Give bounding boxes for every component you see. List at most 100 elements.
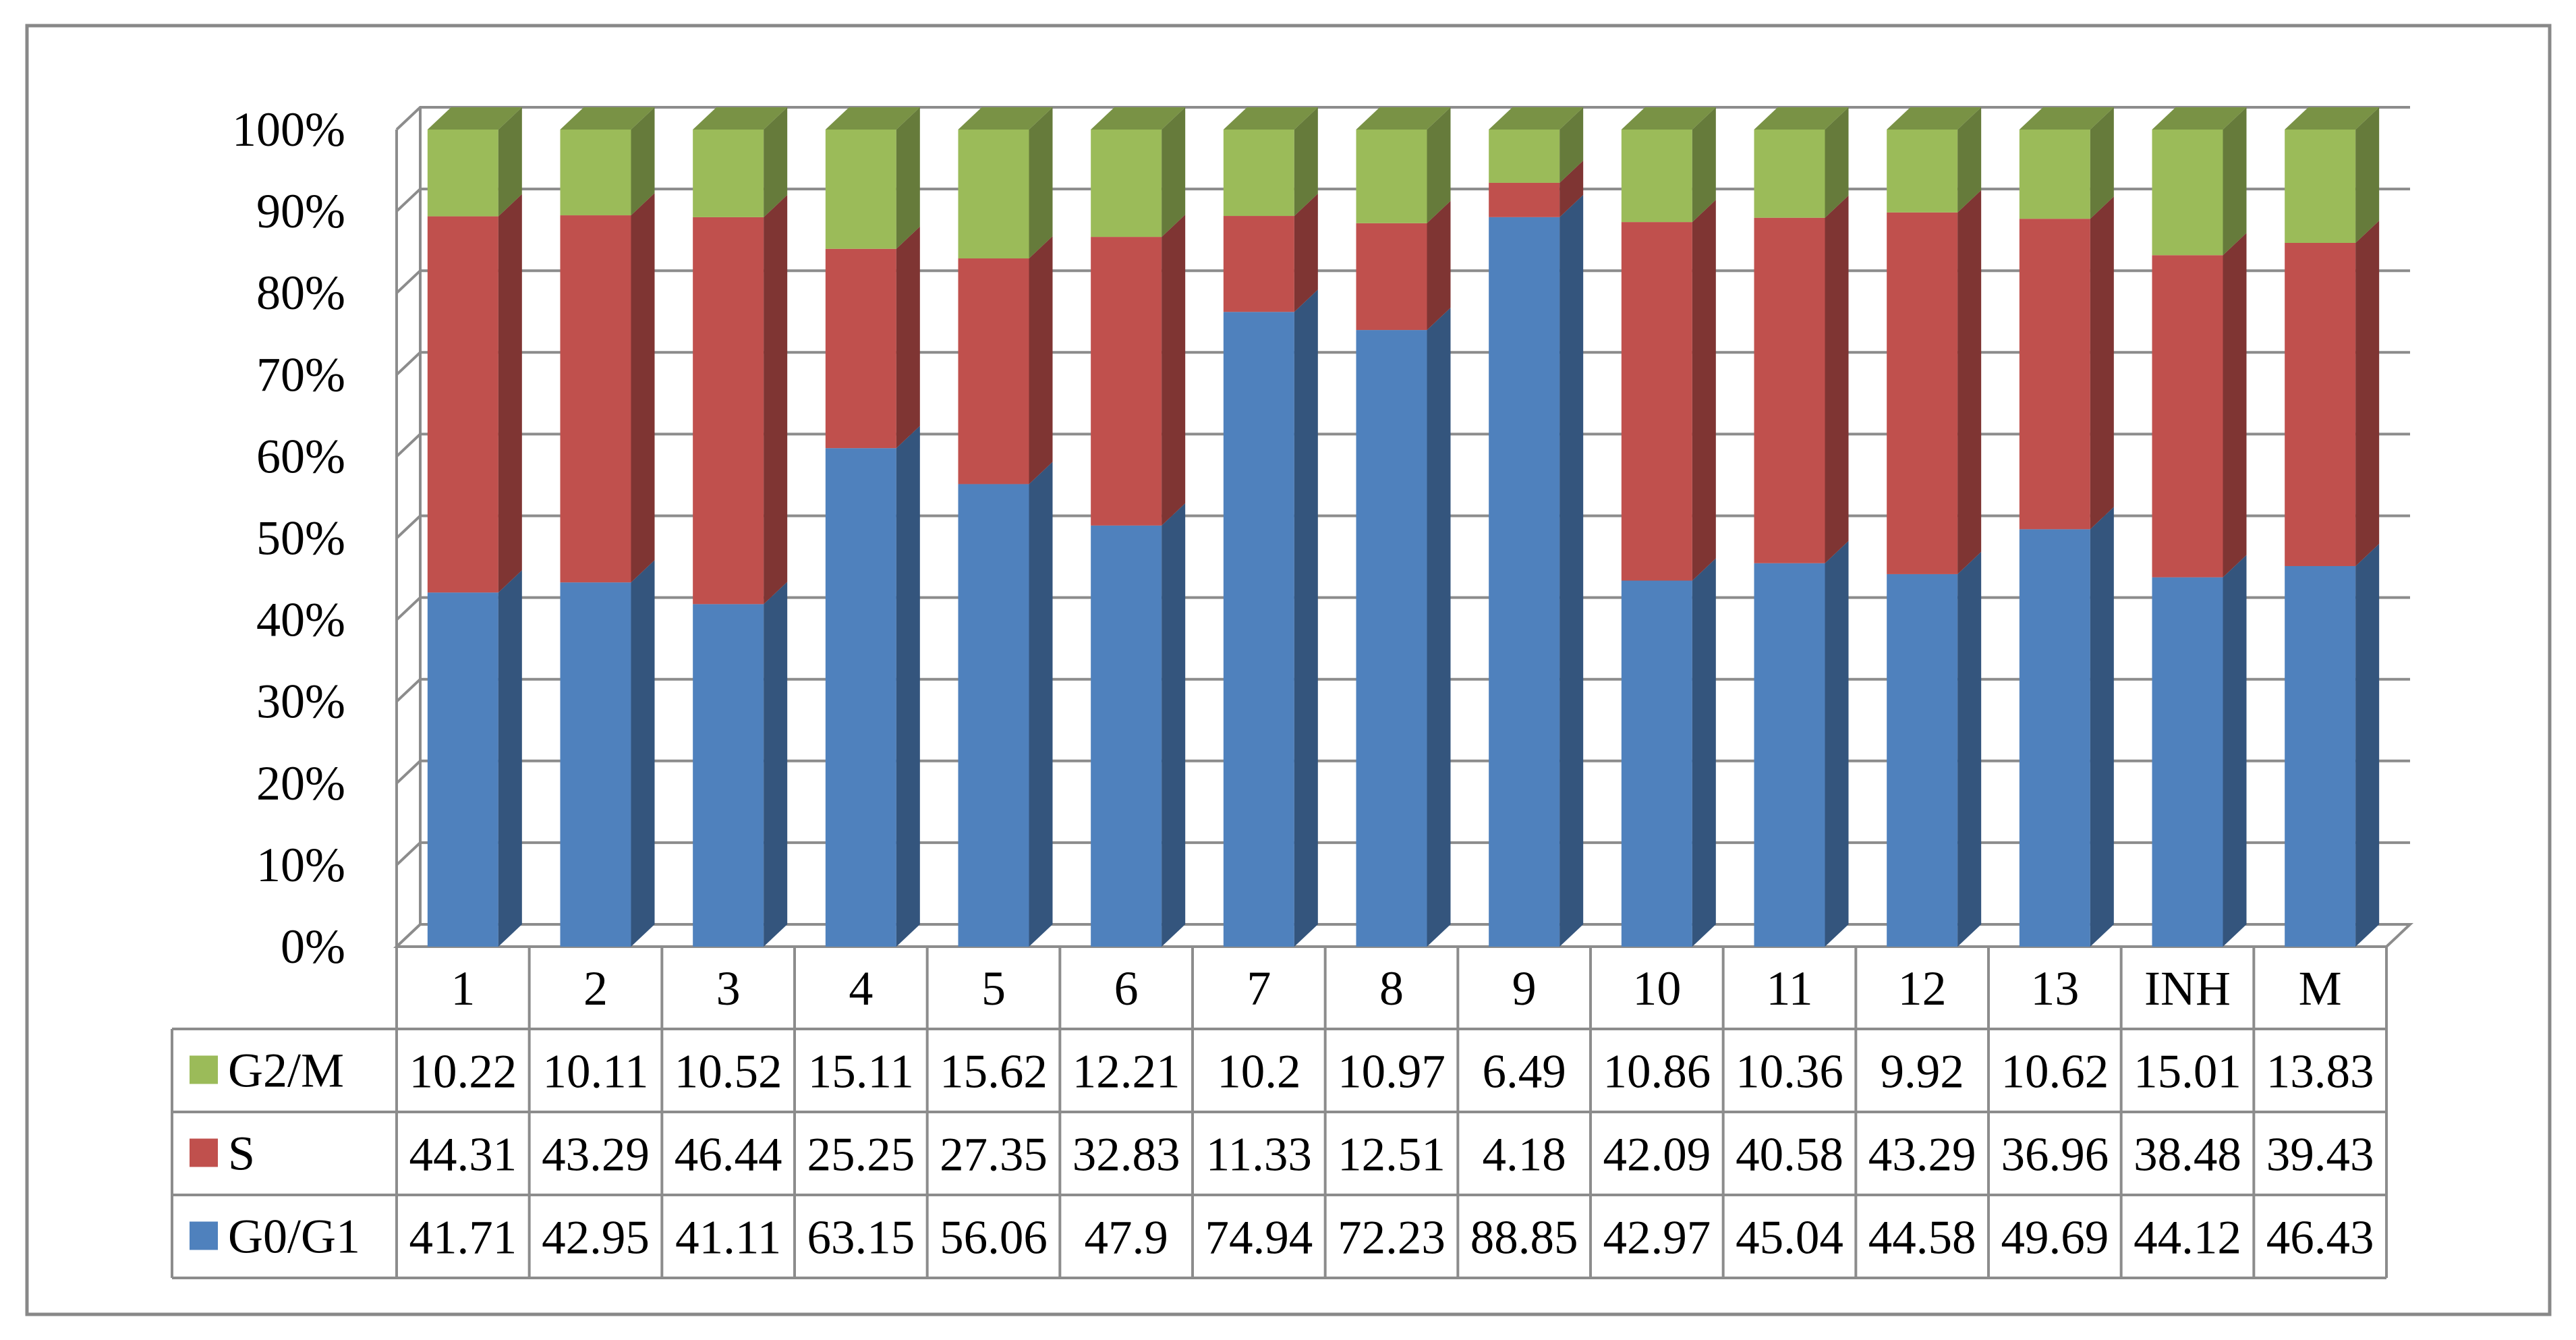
y-tick-label: 10% [256,838,345,892]
bar-g0-g1-5 [958,462,1053,947]
table-row-g0-g1: G0/G1 41.71 42.95 41.11 63.15 56.06 47.9 74.94 7… [190,1210,2374,1264]
table-cell-value: 43.29 [1868,1129,1976,1181]
bar-g0-g1-11 [1754,540,1849,947]
table-cell-value: 41.11 [675,1212,781,1264]
bar-front [1223,130,1294,217]
y-tick-label: 40% [256,593,345,647]
bar-side [896,107,920,249]
bar-g0-g1-m [2285,543,2380,947]
bar-g2-m-2 [560,107,655,216]
table-cell-value: 44.12 [2134,1212,2241,1264]
legend-key-g0-g1 [190,1221,218,1250]
bar-front [1223,312,1294,947]
bar-side [764,194,788,605]
bar-top [1356,107,1451,130]
bar-front [693,604,764,947]
table-cell-value: 40.58 [1736,1129,1843,1181]
y-tick-label: 80% [256,266,345,320]
table-cell-value: 10.52 [675,1046,782,1098]
bar-side [764,107,788,217]
bar-side [631,560,655,947]
category-label: 12 [1898,961,1947,1015]
table-cell-value: 63.15 [807,1212,915,1264]
bar-front [1621,130,1692,223]
bar-top [560,107,655,130]
category-label: 11 [1766,961,1812,1015]
bar-front [1223,216,1294,312]
bar-front [958,258,1029,484]
bar-front [2152,255,2223,578]
bar-top [1091,107,1186,130]
y-tick-label: 90% [256,184,345,238]
bar-top [1621,107,1716,130]
bar-g2-m-1 [427,107,522,217]
category-label: 13 [2030,961,2079,1015]
category-label: 10 [1632,961,1681,1015]
category-label: M [2299,961,2342,1015]
bar-top [427,107,522,130]
table-cell-value: 88.85 [1470,1212,1578,1264]
bar-top [1223,107,1318,130]
y-tick-label: 70% [256,347,345,401]
bar-side [1559,107,1584,183]
bar-g2-m-7 [1223,107,1318,217]
bar-front [958,484,1029,947]
bar-s-inh [2152,233,2247,578]
bar-g0-g1-3 [693,582,788,947]
bar-side [1427,200,1451,331]
category-label: 9 [1512,961,1537,1015]
table-cell-value: 10.62 [2001,1046,2109,1098]
table-cell-value: 46.43 [2266,1212,2374,1264]
bar-side [1559,194,1584,947]
bar-front [825,130,896,249]
bar-side [1692,107,1716,223]
table-cell-value: 42.97 [1603,1212,1711,1264]
bar-side [631,107,655,216]
y-tick-label: 100% [232,103,345,157]
bar-g0-g1-13 [2019,507,2114,947]
bar-s-4 [825,226,920,449]
table-cell-value: 41.71 [409,1212,517,1264]
bar-front [1754,217,1825,563]
table-cell-value: 56.06 [940,1212,1048,1264]
bar-side [498,194,522,593]
bar-top [825,107,920,130]
bar-g0-g1-12 [1887,551,1982,947]
bar-side [2355,221,2380,566]
bar-g2-m-m [2285,107,2380,244]
table-cell-value: 11.33 [1206,1129,1312,1181]
bar-g0-g1-inh [2152,555,2247,947]
table-cell-value: 10.2 [1217,1046,1300,1098]
bar-g2-m-5 [958,107,1053,259]
bar-side [2355,543,2380,947]
bar-side [1427,107,1451,223]
bar-g2-m-6 [1091,107,1186,238]
bar-s-10 [1621,200,1716,581]
table-cell-value: 15.62 [940,1046,1048,1098]
table-cell-value: 10.86 [1603,1046,1711,1098]
table-cell-value: 9.92 [1881,1046,1964,1098]
bar-front [560,582,631,947]
bar-front [1887,212,1958,574]
bar-top [2019,107,2114,130]
y-tick-label: 60% [256,429,345,483]
category-label: 1 [451,961,475,1015]
bar-side [1294,107,1318,217]
y-tick-label: 50% [256,511,345,565]
category-label: 5 [981,961,1006,1015]
table-cell-value: 49.69 [2001,1212,2109,1264]
table-cell-value: 6.49 [1483,1046,1566,1098]
bar-front [1356,330,1427,947]
bar-front [1489,130,1560,183]
data-table: 1 2 3 4 5 6 7 8 9 10 11 12 13 INH MG2/M 10.22 10.11 10.52… [171,947,2388,1279]
bar-front [825,248,896,449]
bar-g2-m-13 [2019,107,2114,219]
category-label: INH [2144,961,2231,1015]
bar-s-m [2285,221,2380,566]
category-label: 4 [849,961,873,1015]
bar-front [1356,223,1427,331]
table-cell-value: 15.11 [808,1046,914,1098]
bar-side [1029,462,1053,947]
bar-front [2285,130,2356,244]
table-cell-value: 27.35 [940,1129,1048,1181]
